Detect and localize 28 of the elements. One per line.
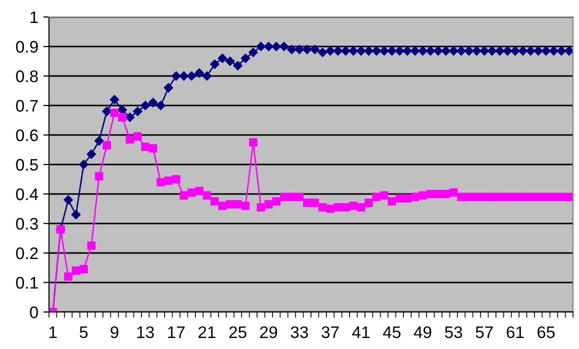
y-tick-label: 0.2 [16,247,38,260]
x-tick-label: 37 [322,326,339,338]
y-tick-label: 0.3 [16,218,38,230]
x-tick-label: 49 [414,326,432,338]
x-tick-label: 41 [352,326,370,338]
x-tick-label: 5 [80,326,88,338]
x-tick-label: 65 [538,326,555,338]
y-tick-label: 0.5 [16,158,38,171]
x-tick-label: 45 [383,326,400,338]
y-tick-label: 0.4 [16,188,38,200]
y-tick-label: 0.8 [16,70,38,82]
x-tick-label: 29 [260,326,278,338]
y-tick-label: 0.7 [16,100,38,112]
x-tick-label: 17 [168,326,185,338]
x-tick-label: 53 [444,326,462,338]
y-tick-label: 0.9 [16,40,38,53]
y-tick-label: 0.1 [16,276,38,289]
x-tick-label: 57 [476,326,493,338]
x-tick-label: 1 [49,326,57,338]
x-tick-label: 25 [229,326,246,338]
y-tick-label: 0.6 [16,129,38,142]
x-tick-label: 13 [137,326,154,338]
x-tick-label: 33 [290,326,308,338]
x-tick-label: 21 [198,326,216,338]
y-tick-label: 0 [30,306,38,318]
y-tick-label: 1 [30,12,38,24]
x-tick-label: 61 [506,326,524,338]
x-tick-label: 9 [110,326,118,338]
